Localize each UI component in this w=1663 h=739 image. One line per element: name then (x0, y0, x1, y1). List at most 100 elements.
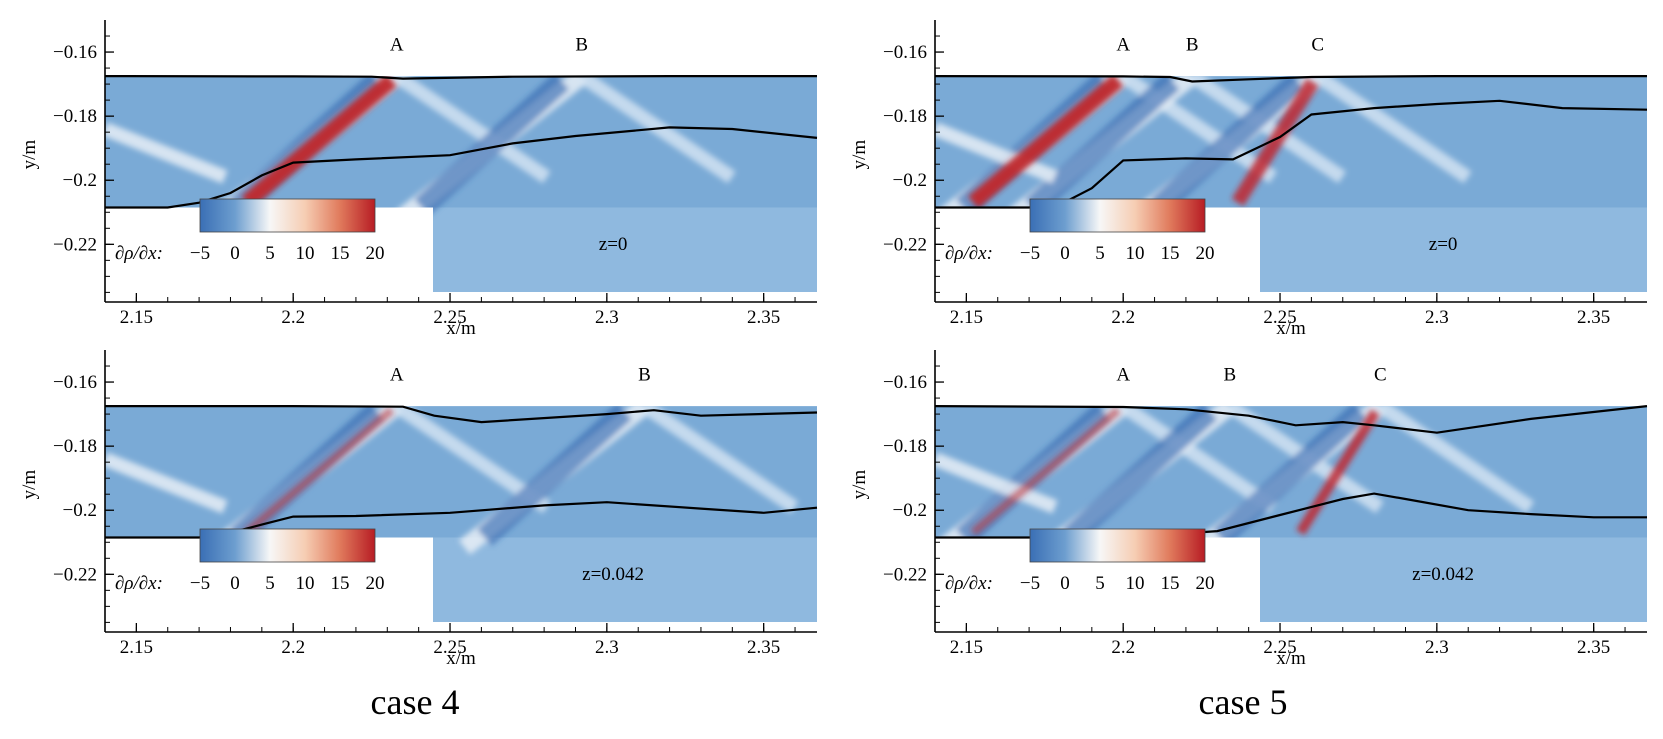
colorbar-tick-label: 15 (1161, 243, 1180, 264)
contour-field (105, 76, 817, 292)
shock-band (414, 76, 570, 216)
colorbar-tick-label: 10 (1126, 573, 1145, 594)
colorbar-tick-label: −5 (1020, 243, 1040, 264)
exit-region (433, 537, 817, 622)
y-tick-label: −0.16 (53, 372, 97, 393)
colorbar (1029, 198, 1206, 233)
marker-label: C (1374, 364, 1387, 385)
shock-band (477, 406, 632, 546)
y-axis-label: y/m (849, 140, 870, 170)
x-tick-label: 2.3 (595, 637, 619, 658)
x-tick-label: 2.2 (1111, 637, 1135, 658)
colorbar-label: ∂ρ/∂x: (115, 573, 163, 594)
x-tick-label: 2.15 (120, 307, 153, 328)
colorbar-tick-label: 0 (1060, 243, 1070, 264)
shock-band (1119, 406, 1278, 514)
x-tick-label: 2.2 (281, 637, 305, 658)
y-tick-label: −0.16 (883, 372, 927, 393)
colorbar-tick-label: 5 (1095, 573, 1105, 594)
x-axis-label: x/m (1276, 648, 1306, 669)
shock-band (392, 76, 551, 184)
y-tick-label: −0.16 (53, 42, 97, 63)
y-tick-label: −0.2 (893, 170, 927, 191)
colorbar-tick-label: 20 (366, 573, 385, 594)
colorbar-tick-label: 0 (1060, 573, 1070, 594)
marker-label: A (1116, 34, 1130, 55)
y-tick-label: −0.22 (53, 564, 97, 585)
y-axis-label: y/m (19, 140, 40, 170)
colorbar-tick-label: 10 (296, 243, 315, 264)
z-annotation: z=0.042 (582, 564, 644, 585)
marker-label: C (1311, 34, 1324, 55)
contour-field (935, 406, 1647, 622)
z-annotation: z=0.042 (1412, 564, 1474, 585)
y-tick-label: −0.2 (63, 170, 97, 191)
x-tick-label: 2.3 (595, 307, 619, 328)
colorbar-tick-label: 5 (265, 243, 275, 264)
x-axis-label: x/m (1276, 318, 1306, 339)
x-axis-label: x/m (446, 648, 476, 669)
marker-label: B (1223, 364, 1236, 385)
red-band (241, 76, 397, 209)
red-band (244, 407, 395, 536)
colorbar-label: ∂ρ/∂x: (945, 573, 993, 594)
shock-band (105, 452, 228, 514)
y-axis-label: y/m (19, 470, 40, 500)
boundary-line (934, 75, 1647, 83)
marker-label: B (575, 34, 588, 55)
y-tick-label: −0.18 (53, 106, 97, 127)
caption-case-5: case 5 (1199, 682, 1288, 722)
shock-band (1376, 406, 1535, 514)
shock-band (577, 76, 736, 184)
exit-region (1260, 537, 1647, 622)
panel-3: ∂ρ/∂x: −5 0 5 10 15 20 z=0.042 A B 2.15 2.2 2.25 2.3 2… (19, 350, 818, 669)
y-tick-label: −0.18 (883, 106, 927, 127)
x-axis-label: x/m (446, 318, 476, 339)
red-band (1231, 78, 1319, 207)
colorbar-tick-label: 20 (366, 243, 385, 264)
colorbar-tick-label: 0 (230, 573, 240, 594)
contour-field (105, 406, 817, 622)
y-tick-label: −0.18 (883, 436, 927, 457)
y-tick-label: −0.2 (893, 500, 927, 521)
colorbar-tick-label: 5 (1095, 243, 1105, 264)
marker-label: B (1186, 34, 1199, 55)
panel-2: ∂ρ/∂x: −5 0 5 10 15 20 z=0 A B C 2.15 2.2 2.25 2.3 2.35… (849, 20, 1648, 339)
shock-band (1313, 76, 1472, 184)
high-gradient-region (244, 407, 395, 536)
high-gradient-region (968, 76, 1319, 209)
colorbar-label: ∂ρ/∂x: (115, 243, 163, 264)
colorbar-tick-label: 0 (230, 243, 240, 264)
red-band (970, 407, 1121, 536)
colorbar-tick-label: −5 (190, 243, 210, 264)
colorbar-tick-label: 15 (1161, 573, 1180, 594)
colorbar-tick-label: 10 (296, 573, 315, 594)
contour-field (935, 76, 1647, 292)
marker-label: A (390, 364, 404, 385)
red-band (1296, 409, 1380, 536)
y-tick-label: −0.22 (53, 234, 97, 255)
shock-band (935, 122, 1058, 184)
panel-4: ∂ρ/∂x: −5 0 5 10 15 20 z=0.042 A B C 2.15 2.2 2.25 2.3… (849, 350, 1648, 669)
y-tick-label: −0.16 (883, 42, 927, 63)
boundary-line (934, 405, 1648, 434)
shock-band (1062, 406, 1218, 546)
shock-band (640, 406, 799, 514)
colorbar-tick-label: 20 (1196, 573, 1215, 594)
shock-band (935, 452, 1058, 514)
boundary-line (105, 126, 818, 209)
colorbar (199, 198, 376, 233)
colorbar (199, 528, 376, 563)
colorbar-tick-label: 20 (1196, 243, 1215, 264)
y-axis-label: y/m (849, 470, 870, 500)
x-tick-label: 2.15 (950, 637, 983, 658)
boundary-line (105, 405, 818, 424)
x-tick-label: 2.25 (1263, 307, 1296, 328)
colorbar-label: ∂ρ/∂x: (945, 243, 993, 264)
shock-band (1024, 76, 1180, 216)
colorbar-tick-label: 15 (331, 573, 350, 594)
colorbar-tick-label: −5 (1020, 573, 1040, 594)
colorbar-tick-label: 15 (331, 243, 350, 264)
y-tick-label: −0.18 (53, 436, 97, 457)
colorbar (1029, 528, 1206, 563)
